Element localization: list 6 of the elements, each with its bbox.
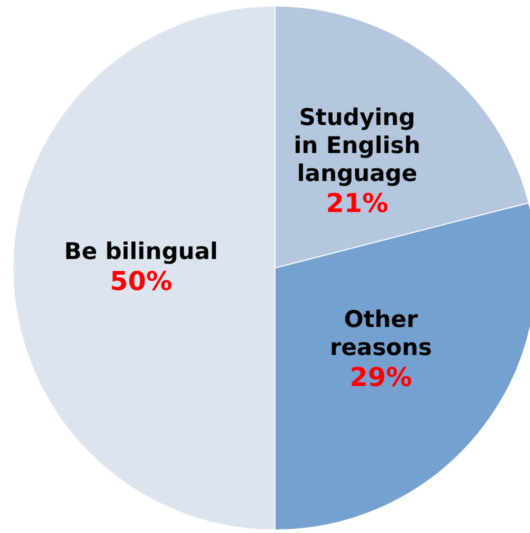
data-label: 50% — [110, 267, 172, 297]
slice-label: Studying in English language — [294, 105, 420, 188]
data-label: 29% — [350, 363, 412, 394]
slice-label: Be bilingual — [64, 239, 218, 265]
slice-label: Other reasons — [330, 307, 432, 362]
data-label: 21% — [326, 189, 388, 220]
